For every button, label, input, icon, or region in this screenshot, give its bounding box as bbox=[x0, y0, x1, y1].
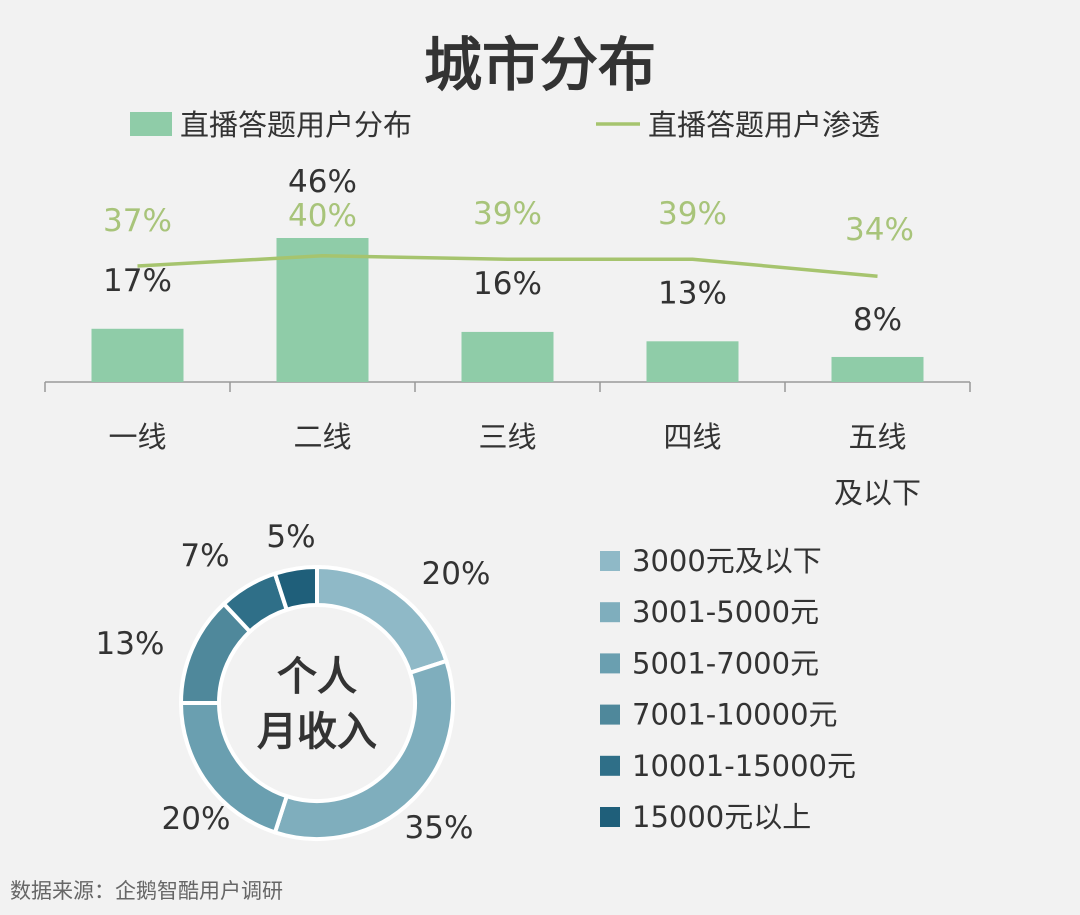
x-tick-label: 四线 bbox=[663, 420, 721, 454]
bar bbox=[462, 332, 554, 382]
legend-label: 5001-7000元 bbox=[632, 646, 819, 680]
x-tick-label: 二线 bbox=[293, 420, 351, 454]
donut-center-label: 个人 bbox=[277, 654, 357, 700]
legend-label-bar: 直播答题用户分布 bbox=[180, 108, 412, 142]
line-data-label: 40% bbox=[288, 198, 357, 234]
bar bbox=[647, 341, 739, 382]
chart-title: 城市分布 bbox=[424, 31, 656, 99]
x-tick-label: 三线 bbox=[478, 420, 536, 454]
bar-data-label: 8% bbox=[853, 302, 902, 338]
bar-data-label: 13% bbox=[658, 275, 727, 311]
legend-swatch bbox=[600, 705, 620, 725]
legend-label: 7001-10000元 bbox=[632, 698, 838, 732]
legend-swatch bbox=[600, 807, 620, 827]
x-tick-label: 一线 bbox=[108, 420, 166, 454]
legend-label: 3000元及以下 bbox=[632, 544, 822, 578]
bar bbox=[277, 238, 369, 382]
legend-label: 3001-5000元 bbox=[632, 595, 819, 629]
line-data-label: 39% bbox=[473, 196, 542, 232]
bar-data-label: 46% bbox=[288, 164, 357, 200]
donut-data-label: 7% bbox=[180, 538, 229, 574]
donut-data-label: 5% bbox=[266, 519, 315, 555]
x-tick-label: 及以下 bbox=[834, 476, 921, 510]
donut-data-label: 13% bbox=[96, 626, 165, 662]
legend-label-line: 直播答题用户渗透 bbox=[648, 108, 880, 142]
bar bbox=[832, 357, 924, 382]
legend-swatch-bar bbox=[130, 112, 172, 136]
line-data-label: 34% bbox=[845, 212, 914, 248]
legend-label: 15000元以上 bbox=[632, 800, 811, 834]
donut-data-label: 20% bbox=[422, 556, 491, 592]
donut-center-label: 月收入 bbox=[257, 709, 377, 755]
legend-label: 10001-15000元 bbox=[632, 749, 856, 783]
bar-data-label: 17% bbox=[103, 263, 172, 299]
line-data-label: 37% bbox=[103, 203, 172, 239]
legend-swatch bbox=[600, 602, 620, 622]
source-note: 数据来源：企鹅智酷用户调研 bbox=[10, 875, 283, 905]
legend-swatch bbox=[600, 756, 620, 776]
donut-data-label: 35% bbox=[405, 810, 474, 846]
x-tick-label: 五线 bbox=[848, 420, 906, 454]
line-data-label: 39% bbox=[658, 196, 727, 232]
bar bbox=[92, 329, 184, 382]
donut-data-label: 20% bbox=[162, 801, 231, 837]
legend-swatch bbox=[600, 551, 620, 571]
legend-swatch bbox=[600, 653, 620, 673]
bar-data-label: 16% bbox=[473, 266, 542, 302]
